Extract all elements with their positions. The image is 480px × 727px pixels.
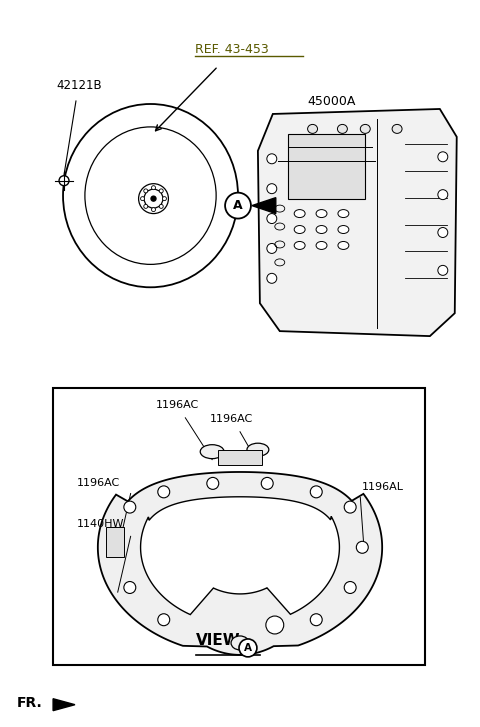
- Ellipse shape: [200, 445, 224, 459]
- Polygon shape: [258, 109, 457, 336]
- Circle shape: [267, 244, 277, 254]
- Text: A: A: [233, 199, 243, 212]
- Ellipse shape: [294, 209, 305, 217]
- Ellipse shape: [247, 443, 269, 456]
- Circle shape: [124, 501, 136, 513]
- Ellipse shape: [152, 208, 156, 212]
- Circle shape: [158, 614, 170, 626]
- Ellipse shape: [152, 185, 156, 190]
- Circle shape: [207, 478, 219, 489]
- Circle shape: [438, 190, 448, 200]
- Circle shape: [112, 542, 124, 553]
- Bar: [218, 450, 262, 465]
- Polygon shape: [53, 699, 75, 711]
- Ellipse shape: [308, 124, 318, 133]
- Ellipse shape: [316, 241, 327, 249]
- Ellipse shape: [337, 124, 348, 133]
- Ellipse shape: [338, 209, 349, 217]
- Circle shape: [261, 478, 273, 489]
- Ellipse shape: [159, 204, 163, 209]
- Polygon shape: [98, 472, 382, 655]
- Circle shape: [438, 265, 448, 276]
- Circle shape: [356, 542, 368, 553]
- Circle shape: [310, 614, 322, 626]
- Ellipse shape: [360, 124, 370, 133]
- Ellipse shape: [144, 189, 148, 193]
- Ellipse shape: [338, 225, 349, 233]
- Ellipse shape: [139, 184, 168, 214]
- Ellipse shape: [316, 225, 327, 233]
- Text: VIEW: VIEW: [196, 633, 241, 648]
- Ellipse shape: [162, 196, 167, 201]
- Circle shape: [124, 582, 136, 593]
- Ellipse shape: [159, 189, 163, 193]
- Text: 1196AC: 1196AC: [156, 400, 199, 410]
- Ellipse shape: [231, 636, 249, 650]
- Bar: [288, 134, 365, 198]
- Circle shape: [267, 184, 277, 193]
- Ellipse shape: [63, 104, 238, 287]
- Circle shape: [267, 214, 277, 223]
- Text: 1140HW: 1140HW: [77, 519, 124, 529]
- Polygon shape: [252, 198, 276, 214]
- Text: 45000A: 45000A: [308, 95, 356, 108]
- Circle shape: [310, 486, 322, 498]
- Circle shape: [225, 193, 251, 219]
- Text: 1196AC: 1196AC: [77, 478, 120, 488]
- Text: 1196AC: 1196AC: [210, 414, 253, 424]
- Circle shape: [266, 616, 284, 634]
- Circle shape: [239, 639, 257, 657]
- Circle shape: [438, 152, 448, 162]
- Ellipse shape: [338, 241, 349, 249]
- Ellipse shape: [392, 124, 402, 133]
- Circle shape: [59, 176, 69, 185]
- Polygon shape: [141, 497, 339, 614]
- Text: REF. 43-453: REF. 43-453: [195, 43, 269, 56]
- Text: 1196AL: 1196AL: [362, 481, 404, 491]
- Text: FR.: FR.: [16, 696, 42, 710]
- Ellipse shape: [294, 225, 305, 233]
- Ellipse shape: [294, 241, 305, 249]
- Text: A: A: [244, 643, 252, 653]
- Ellipse shape: [144, 204, 148, 209]
- Circle shape: [344, 501, 356, 513]
- Circle shape: [158, 486, 170, 498]
- Text: 42121B: 42121B: [56, 79, 102, 92]
- Bar: [53, 388, 425, 665]
- Circle shape: [267, 273, 277, 284]
- Circle shape: [344, 582, 356, 593]
- Circle shape: [438, 228, 448, 238]
- Circle shape: [267, 154, 277, 164]
- Ellipse shape: [316, 209, 327, 217]
- Circle shape: [151, 196, 156, 201]
- Ellipse shape: [144, 189, 163, 208]
- Ellipse shape: [141, 196, 144, 201]
- Bar: [106, 527, 124, 558]
